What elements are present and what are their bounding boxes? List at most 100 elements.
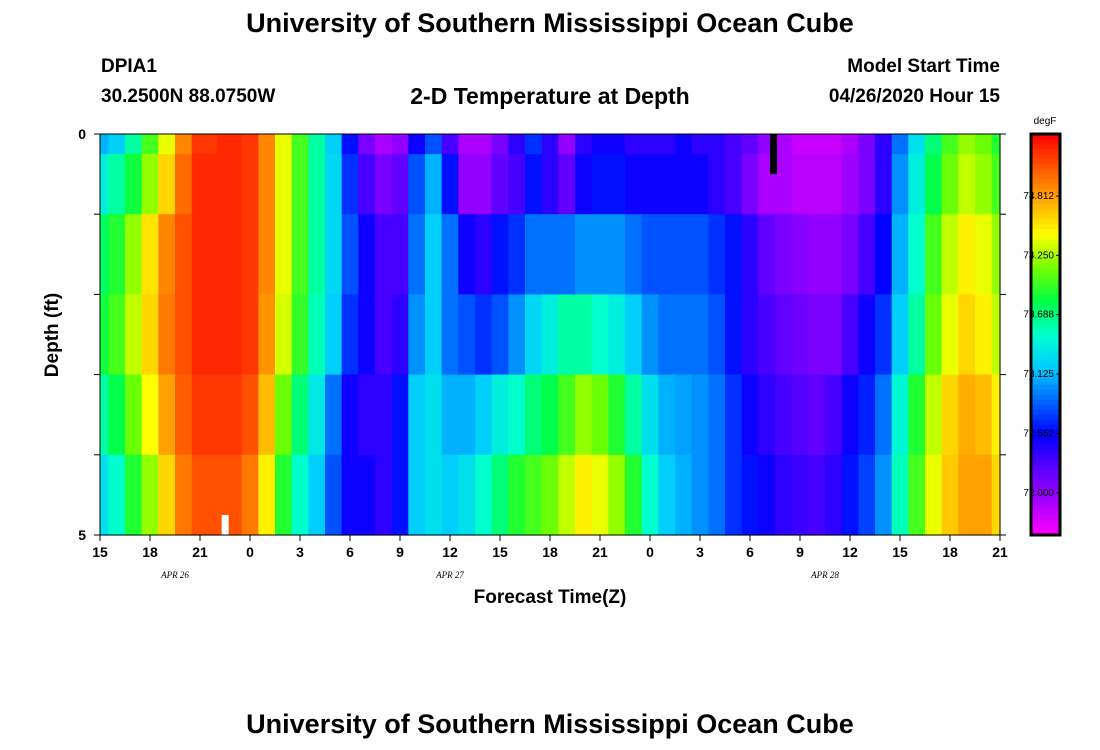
heatmap-cell bbox=[108, 154, 126, 215]
heatmap-cell bbox=[441, 374, 459, 456]
heatmap-cell bbox=[175, 454, 193, 536]
footer-title: University of Southern Mississippi Ocean… bbox=[246, 709, 854, 739]
x-tick-label: 3 bbox=[696, 544, 704, 560]
heatmap-cell bbox=[575, 294, 593, 376]
colorbar-swatch bbox=[1031, 329, 1060, 336]
heatmap-cell bbox=[691, 134, 709, 155]
heatmap-cell bbox=[841, 214, 859, 295]
heatmap-cell bbox=[958, 214, 976, 295]
heatmap-cell bbox=[891, 374, 909, 456]
heatmap-cell bbox=[100, 154, 109, 215]
heatmap-cell bbox=[791, 294, 809, 376]
main-title: University of Southern Mississippi Ocean… bbox=[246, 8, 854, 38]
colorbar-swatch bbox=[1031, 434, 1060, 441]
x-tick-label: 21 bbox=[592, 544, 608, 560]
heatmap-cell bbox=[541, 454, 559, 536]
heatmap-cell bbox=[991, 454, 1001, 536]
heatmap-cell bbox=[125, 454, 143, 536]
heatmap-cell bbox=[991, 294, 1001, 376]
heatmap-cell bbox=[891, 154, 909, 215]
heatmap-cell bbox=[941, 154, 959, 215]
heatmap-cell bbox=[625, 214, 643, 295]
colorbar-swatch bbox=[1031, 244, 1060, 250]
heatmap-cell bbox=[558, 214, 576, 295]
x-tick-label: 18 bbox=[542, 544, 558, 560]
heatmap-cell bbox=[408, 294, 426, 376]
heatmap-cell bbox=[908, 294, 926, 376]
heatmap-cell bbox=[558, 154, 576, 215]
heatmap-cell bbox=[125, 154, 143, 215]
colorbar-swatch bbox=[1031, 484, 1060, 491]
heatmap-cell bbox=[158, 374, 176, 456]
heatmap-cell bbox=[525, 374, 543, 456]
heatmap-cell bbox=[575, 374, 593, 456]
heatmap-cell bbox=[875, 454, 893, 536]
heatmap-cell bbox=[708, 154, 726, 215]
heatmap-cell bbox=[375, 374, 393, 456]
heatmap-cell bbox=[408, 134, 426, 155]
colorbar-unit: degF bbox=[1034, 116, 1057, 127]
heatmap-cell bbox=[958, 154, 976, 215]
heatmap-cell bbox=[325, 374, 343, 456]
heatmap-cell bbox=[691, 374, 709, 456]
colorbar-swatch bbox=[1031, 409, 1060, 416]
heatmap-cell bbox=[100, 214, 109, 295]
heatmap-cell bbox=[625, 154, 643, 215]
colorbar-swatch bbox=[1031, 519, 1060, 526]
heatmap-cell bbox=[608, 294, 626, 376]
colorbar-swatch bbox=[1031, 294, 1060, 301]
colorbar-swatch bbox=[1031, 189, 1060, 195]
heatmap-cell bbox=[708, 374, 726, 456]
heatmap-cell bbox=[941, 454, 959, 536]
heatmap-cell bbox=[741, 294, 759, 376]
x-tick-label: 15 bbox=[892, 544, 908, 560]
heatmap-cell bbox=[408, 454, 426, 536]
colorbar-tick-label: 74.812 bbox=[1023, 191, 1054, 202]
heatmap-cell bbox=[791, 214, 809, 295]
heatmap-cell bbox=[358, 294, 376, 376]
heatmap-cell bbox=[475, 374, 493, 456]
heatmap-cell bbox=[175, 294, 193, 376]
heatmap-cell bbox=[391, 134, 409, 155]
colorbar-tick-label: 73.688 bbox=[1023, 310, 1054, 321]
colorbar-swatch bbox=[1031, 364, 1060, 371]
heatmap-cell bbox=[775, 294, 793, 376]
heatmap-cell bbox=[525, 214, 543, 295]
heatmap-cell bbox=[491, 214, 509, 295]
heatmap-cell bbox=[808, 454, 826, 536]
heatmap-cell bbox=[791, 374, 809, 456]
heatmap-cell bbox=[958, 134, 976, 155]
heatmap-cell bbox=[241, 154, 259, 215]
heatmap-cell bbox=[975, 294, 993, 376]
heatmap-cell bbox=[191, 214, 218, 295]
heatmap-cell bbox=[858, 134, 876, 155]
heatmap-cell bbox=[425, 134, 443, 155]
heatmap-cell bbox=[541, 294, 559, 376]
heatmap-cell bbox=[341, 214, 359, 295]
colorbar-swatch bbox=[1031, 289, 1060, 295]
heatmap-cell bbox=[241, 134, 259, 155]
heatmap-cell bbox=[575, 454, 593, 536]
x-tick-label: 9 bbox=[796, 544, 804, 560]
heatmap-cell bbox=[441, 454, 459, 536]
colorbar-swatch bbox=[1031, 204, 1060, 210]
heatmap-cell bbox=[216, 454, 243, 536]
heatmap-cell bbox=[808, 374, 826, 456]
heatmap-cell bbox=[108, 134, 126, 155]
colorbar-swatch bbox=[1031, 279, 1060, 285]
colorbar-tick-label: 72.562 bbox=[1023, 428, 1054, 439]
colorbar-swatch bbox=[1031, 399, 1060, 406]
heatmap-cell bbox=[291, 134, 309, 155]
heatmap-cell bbox=[108, 454, 126, 536]
model-start-value: 04/26/2020 Hour 15 bbox=[828, 86, 1000, 107]
chart-title: 2-D Temperature at Depth bbox=[410, 83, 690, 109]
heatmap-cell bbox=[175, 374, 193, 456]
heatmap-cell bbox=[875, 214, 893, 295]
heatmap-cell bbox=[908, 134, 926, 155]
heatmap-cell bbox=[441, 294, 459, 376]
heatmap-cell bbox=[608, 454, 626, 536]
heatmap-cell bbox=[475, 134, 493, 155]
colorbar-swatch bbox=[1031, 384, 1060, 391]
colorbar-swatch bbox=[1031, 499, 1060, 506]
heatmap-cell bbox=[608, 214, 626, 295]
